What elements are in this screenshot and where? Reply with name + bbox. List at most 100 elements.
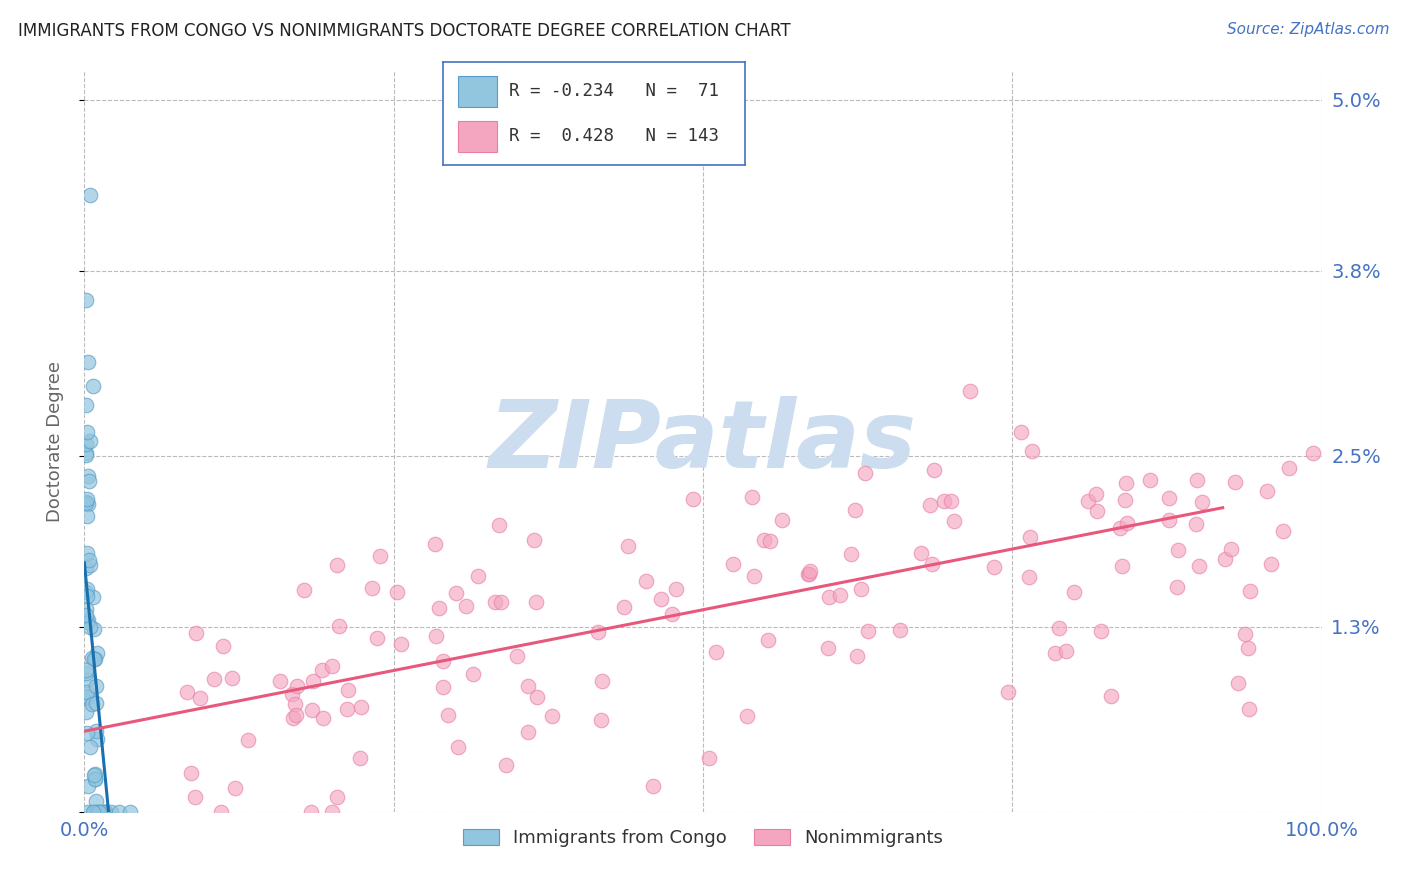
Point bbox=[86, 731, 108, 746]
Point bbox=[1278, 461, 1301, 475]
Point bbox=[524, 594, 547, 608]
Point bbox=[1159, 513, 1181, 527]
Point bbox=[336, 702, 359, 716]
Point bbox=[934, 494, 956, 508]
Point bbox=[1159, 491, 1181, 506]
Point bbox=[76, 546, 98, 560]
Point bbox=[79, 620, 101, 634]
Point bbox=[526, 690, 548, 704]
Point bbox=[79, 558, 101, 572]
Point bbox=[89, 805, 111, 819]
Point bbox=[461, 666, 484, 681]
Point bbox=[922, 463, 945, 477]
Point bbox=[184, 789, 207, 804]
Point bbox=[650, 592, 672, 607]
Text: IMMIGRANTS FROM CONGO VS NONIMMIGRANTS DOCTORATE DEGREE CORRELATION CHART: IMMIGRANTS FROM CONGO VS NONIMMIGRANTS D… bbox=[18, 22, 792, 40]
Point bbox=[454, 599, 477, 613]
Point bbox=[285, 679, 308, 693]
Point bbox=[202, 673, 225, 687]
Point bbox=[75, 608, 97, 623]
Point bbox=[76, 684, 98, 698]
Point bbox=[301, 703, 323, 717]
Point bbox=[79, 553, 101, 567]
Point bbox=[76, 725, 98, 739]
Point bbox=[76, 615, 98, 629]
Y-axis label: Doctorate Degree: Doctorate Degree bbox=[45, 361, 63, 522]
Point bbox=[84, 794, 107, 808]
Point bbox=[517, 679, 540, 693]
Text: Source: ZipAtlas.com: Source: ZipAtlas.com bbox=[1226, 22, 1389, 37]
Point bbox=[75, 448, 97, 462]
Point bbox=[1237, 701, 1260, 715]
Point bbox=[1099, 689, 1122, 703]
Point bbox=[84, 772, 107, 786]
Point bbox=[184, 625, 207, 640]
Point bbox=[76, 673, 98, 687]
Legend: Immigrants from Congo, Nonimmigrants: Immigrants from Congo, Nonimmigrants bbox=[456, 822, 950, 855]
Point bbox=[828, 588, 851, 602]
Point bbox=[89, 805, 111, 819]
Point bbox=[467, 568, 489, 582]
Point bbox=[444, 586, 467, 600]
Point bbox=[1302, 446, 1324, 460]
Point bbox=[797, 566, 820, 581]
Point bbox=[495, 758, 517, 772]
Point bbox=[425, 537, 447, 551]
Point bbox=[75, 293, 97, 308]
Point bbox=[839, 548, 862, 562]
Point bbox=[1260, 558, 1282, 572]
Point bbox=[224, 781, 246, 796]
Point bbox=[1018, 570, 1040, 584]
Point bbox=[75, 398, 97, 412]
Point bbox=[75, 706, 97, 720]
Point bbox=[613, 599, 636, 614]
Point bbox=[770, 513, 793, 527]
Point bbox=[1085, 486, 1108, 500]
Point bbox=[91, 805, 114, 819]
Point bbox=[311, 711, 333, 725]
Point bbox=[100, 805, 122, 819]
Point bbox=[817, 640, 839, 655]
Point bbox=[721, 557, 744, 571]
Text: R =  0.428   N = 143: R = 0.428 N = 143 bbox=[509, 128, 720, 145]
Point bbox=[488, 518, 510, 533]
Point bbox=[77, 469, 100, 483]
Point bbox=[661, 607, 683, 621]
Point bbox=[350, 700, 373, 714]
Point bbox=[939, 494, 962, 508]
Point bbox=[643, 779, 665, 793]
Point bbox=[328, 619, 350, 633]
Point bbox=[236, 733, 259, 747]
Point bbox=[84, 805, 107, 819]
Point bbox=[437, 707, 460, 722]
Point bbox=[83, 805, 105, 819]
Point bbox=[541, 708, 564, 723]
Point bbox=[76, 613, 98, 627]
Point bbox=[76, 508, 98, 523]
Point bbox=[799, 566, 821, 581]
Point bbox=[77, 474, 100, 488]
Point bbox=[1054, 644, 1077, 658]
Point bbox=[1111, 558, 1133, 573]
Point bbox=[86, 646, 108, 660]
Point bbox=[1021, 444, 1043, 458]
Point bbox=[76, 425, 98, 439]
Point bbox=[959, 384, 981, 399]
Point bbox=[489, 595, 512, 609]
Point bbox=[366, 632, 388, 646]
Point bbox=[75, 585, 97, 599]
Point bbox=[83, 622, 105, 636]
Point bbox=[1045, 647, 1067, 661]
Point bbox=[79, 188, 101, 202]
Point bbox=[76, 354, 98, 368]
Point bbox=[1191, 494, 1213, 508]
Point bbox=[79, 434, 101, 448]
Text: ZIPatlas: ZIPatlas bbox=[489, 395, 917, 488]
Point bbox=[221, 671, 243, 685]
Point bbox=[1010, 425, 1032, 440]
Point bbox=[82, 590, 104, 604]
Point bbox=[1116, 516, 1139, 530]
Point bbox=[756, 632, 779, 647]
Point bbox=[1223, 475, 1246, 490]
Point bbox=[1167, 542, 1189, 557]
